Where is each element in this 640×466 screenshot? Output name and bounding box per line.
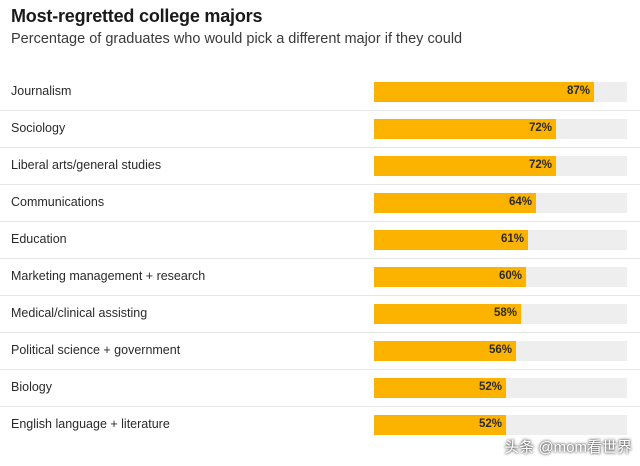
bar — [374, 341, 516, 361]
bar — [374, 415, 506, 435]
bar-row: Education 61% — [0, 222, 640, 259]
bar-track: 52% — [374, 415, 627, 435]
bar-row: Communications 64% — [0, 185, 640, 222]
bar-track: 72% — [374, 119, 627, 139]
bar-row: Medical/clinical assisting 58% — [0, 296, 640, 333]
bar-row: Political science + government 56% — [0, 333, 640, 370]
bar — [374, 230, 528, 250]
bar-row: Sociology 72% — [0, 111, 640, 148]
watermark: 头条 @mom看世界 — [504, 439, 632, 456]
bar-value-label: 52% — [478, 418, 502, 430]
category-label: Communications — [11, 195, 105, 209]
bar — [374, 193, 536, 213]
bar-track: 58% — [374, 304, 627, 324]
bar-track: 60% — [374, 267, 627, 287]
bar-row: Marketing management + research 60% — [0, 259, 640, 296]
bar — [374, 119, 556, 139]
bar-row: Biology 52% — [0, 370, 640, 407]
bar — [374, 378, 506, 398]
bar — [374, 156, 556, 176]
bar-value-label: 87% — [566, 85, 590, 97]
bar-row: Liberal arts/general studies 72% — [0, 148, 640, 185]
bar-row: Journalism 87% — [0, 74, 640, 111]
bar-value-label: 72% — [528, 122, 552, 134]
chart-title: Most-regretted college majors — [11, 6, 263, 26]
category-label: Biology — [11, 380, 52, 394]
bar-track: 56% — [374, 341, 627, 361]
bar-rows: Journalism 87% Sociology 72% Liberal arts/ge… — [0, 74, 640, 444]
bar-value-label: 56% — [488, 344, 512, 356]
bar-value-label: 61% — [500, 233, 524, 245]
bar-track: 87% — [374, 82, 627, 102]
bar-value-label: 58% — [493, 307, 517, 319]
bar-track: 61% — [374, 230, 627, 250]
chart-subtitle: Percentage of graduates who would pick a… — [11, 31, 463, 47]
bar-track: 72% — [374, 156, 627, 176]
bar-value-label: 64% — [508, 196, 532, 208]
bar — [374, 82, 594, 102]
category-label: Sociology — [11, 121, 66, 135]
category-label: Journalism — [11, 84, 72, 98]
bar — [374, 267, 526, 287]
category-label: Education — [11, 232, 67, 246]
bar — [374, 304, 521, 324]
category-label: Medical/clinical assisting — [11, 306, 148, 320]
category-label: Marketing management + research — [11, 269, 206, 283]
bar-value-label: 52% — [478, 381, 502, 393]
bar-track: 64% — [374, 193, 627, 213]
category-label: Liberal arts/general studies — [11, 158, 162, 172]
bar-value-label: 72% — [528, 159, 552, 171]
category-label: English language + literature — [11, 417, 170, 431]
category-label: Political science + government — [11, 343, 181, 357]
bar-row: English language + literature 52% — [0, 407, 640, 444]
bar-value-label: 60% — [498, 270, 522, 282]
bar-track: 52% — [374, 378, 627, 398]
